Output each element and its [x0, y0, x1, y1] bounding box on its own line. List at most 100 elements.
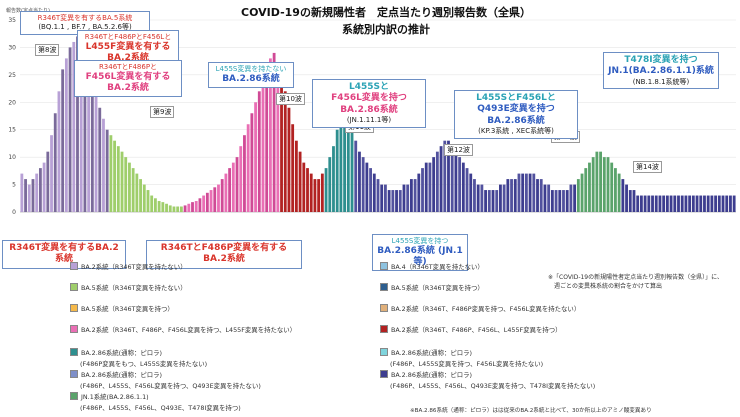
wave-label-9: 第9波 [150, 106, 175, 118]
bar [677, 195, 680, 212]
legend-swatch-r0 [380, 262, 388, 270]
bar [439, 146, 443, 212]
bar [142, 184, 146, 212]
bar [246, 124, 250, 212]
bar [691, 195, 695, 212]
bar [113, 140, 117, 212]
bar [502, 184, 506, 212]
bar [358, 151, 361, 212]
bar [376, 179, 380, 212]
bar [717, 195, 721, 212]
legend-item-l5: BA.2.86系統(通称：ピロラ) [70, 370, 162, 379]
callout-ba2-r346t-line1: R346T変異を有するBA.2系統 [9, 243, 119, 265]
bar [102, 118, 105, 212]
callout-jn1-t478i: T478I変異を持つ JN.1(BA.2.86.1.1)系統 (NB.1.8.1… [603, 52, 719, 90]
callout-ba5-r346t-line2: (BQ.1.1 , BF.7 , BA.5.2.6等) [38, 22, 132, 31]
bar [76, 36, 79, 213]
legend-label-l6: JN.1系統(BA.2.86.1.1) [81, 393, 149, 401]
bar [302, 162, 306, 212]
bar [539, 179, 543, 212]
bar [569, 184, 573, 212]
bar [335, 129, 339, 212]
bar [673, 195, 677, 212]
bar [224, 173, 228, 212]
bar [413, 179, 417, 212]
bar [116, 146, 120, 212]
legend-label-l2: BA.5系統（R346T変異を持つ） [81, 305, 174, 313]
legend-swatch-l5 [70, 370, 78, 378]
callout-ba286-q493e-line3: (KP.3系統 , XEC系統等) [478, 126, 554, 135]
callout-ba2-f486p-line1: R346TとF486P変異を有するBA.2系統 [160, 243, 288, 265]
bar [50, 135, 53, 212]
legend-note-3: ※BA.2.86系統（通称：ピロラ）はは従来のBA.2系統と比べて、30か所以上… [410, 408, 652, 414]
bar [83, 52, 87, 212]
bar [732, 195, 736, 212]
bar [350, 129, 354, 212]
bar [354, 140, 358, 212]
bar [339, 118, 343, 212]
legend-swatch-l0 [70, 262, 78, 270]
bar [669, 195, 673, 212]
bar [632, 190, 636, 212]
chart-title-line2: 系統別内訳の推計 [342, 22, 430, 36]
callout-ba5-r346t-line1: R346T変異を有するBA.5系統 [37, 14, 133, 22]
callout-ba2-f486p: R346TとF486P変異を有するBA.2系統 [146, 240, 302, 269]
bar [562, 190, 565, 212]
bar [46, 151, 50, 212]
bar [313, 179, 317, 212]
bar [384, 184, 387, 212]
bar [228, 168, 232, 212]
bar [213, 187, 217, 212]
bar [476, 184, 480, 212]
bar [406, 184, 410, 212]
bar [276, 63, 280, 212]
bar [599, 151, 602, 212]
bar [703, 195, 706, 212]
legend-swatch-l4 [70, 348, 78, 356]
wave-label-8: 第8波 [35, 44, 60, 56]
bar [191, 202, 194, 212]
bar [27, 184, 31, 212]
bar [165, 203, 168, 212]
legend-item-r4: BA.2.86系統(通称：ピロラ) [380, 348, 472, 357]
legend-swatch-r2 [380, 304, 388, 312]
legend-label-r5: BA.2.86系統(通称：ピロラ) [391, 371, 473, 379]
bar [231, 162, 235, 212]
bar [109, 135, 113, 212]
legend-item-r1: BA.5系統（R346T変異を持つ） [380, 283, 484, 292]
bar [528, 173, 532, 212]
bar [161, 202, 165, 212]
y-tick-label: 25 [8, 72, 16, 79]
legend-swatch-r5 [380, 370, 388, 378]
bar [610, 162, 614, 212]
legend-item-r3: BA.2系統（R346T、F486P、F456L、L455F変異を持つ） [380, 325, 562, 334]
bar [584, 168, 588, 212]
bar [124, 157, 128, 212]
callout-ba286-no-l455s-line2: BA.2.86系統 [222, 73, 280, 84]
legend-sub-l5: (F486P、L455S、F456L変異を持つ、Q493E変異を持たない) [80, 382, 261, 390]
legend-note-1: ※「COVID-19の新規陽性者定点当たり週別報告数（全県）」に、 [548, 274, 723, 281]
bar [684, 195, 688, 212]
bar [458, 157, 462, 212]
bar [651, 195, 654, 212]
bar [465, 168, 469, 212]
bar [461, 162, 465, 212]
bar [588, 162, 591, 212]
bar [257, 91, 261, 212]
callout-ba2-f456l: R346TとF486Pと F456L変異を有するBA.2系統 [74, 60, 182, 98]
legend-label-l3: BA.2系統（R346T、F486P、F456L変異を持つ、L455F変異を持た… [81, 326, 297, 334]
bar [643, 195, 647, 212]
bar [435, 151, 439, 212]
legend-label-r3: BA.2系統（R346T、F486P、F456L、L455F変異を持つ） [391, 326, 562, 334]
legend-item-l0: BA.2系統（R346T変異を持たない） [70, 262, 187, 271]
callout-ba286-q493e-line1: L455SとF456Lと [476, 93, 556, 103]
bar [510, 179, 513, 212]
bar [24, 179, 27, 212]
bar [365, 162, 369, 212]
legend-item-l3: BA.2系統（R346T、F486P、F456L変異を持つ、L455F変異を持た… [70, 325, 296, 334]
bar [547, 184, 551, 212]
bar [42, 162, 46, 212]
wave-label-12: 第12波 [444, 144, 473, 156]
bar [565, 190, 569, 212]
bar [628, 190, 632, 212]
